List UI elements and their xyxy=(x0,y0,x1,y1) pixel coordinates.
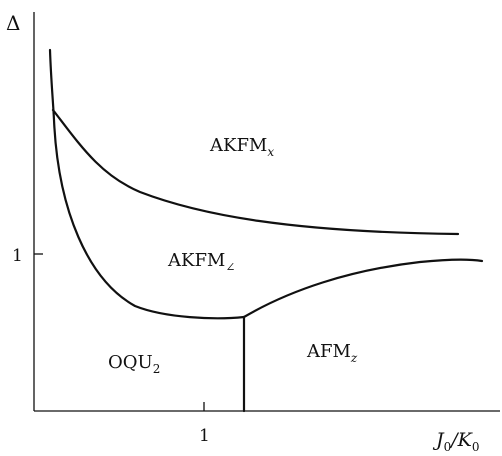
y-axis-label: Δ xyxy=(6,11,20,35)
x-tick-label: 1 xyxy=(199,426,210,446)
left-boundary-curve xyxy=(48,48,246,320)
right-boundary-curve xyxy=(242,258,484,319)
y-tick-label: 1 xyxy=(12,246,23,266)
x-axis-label: J0/K0 xyxy=(432,429,480,454)
region-label-akfm-angle: AKFM∠ xyxy=(167,250,235,274)
region-label-oqu2: OQU2 xyxy=(108,352,160,376)
region-label-afm-z: AFMz xyxy=(306,341,358,365)
region-label-akfm-x: AKFMx xyxy=(209,135,274,159)
upper-boundary-curve xyxy=(51,108,460,236)
